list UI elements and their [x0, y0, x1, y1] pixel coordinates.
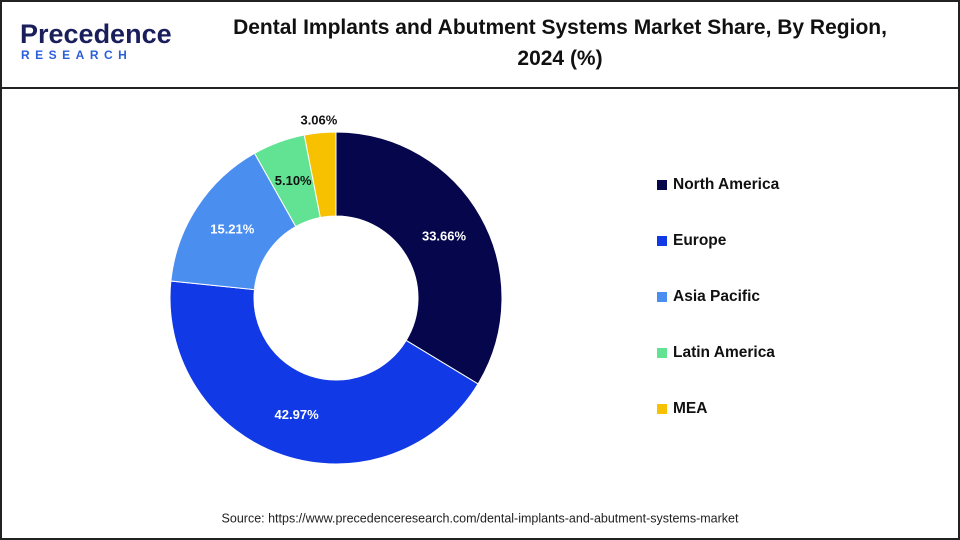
- legend-swatch: [657, 292, 667, 302]
- value-label: 33.66%: [422, 229, 467, 244]
- donut-slice: [169, 280, 479, 465]
- legend-swatch: [657, 404, 667, 414]
- legend-label: North America: [673, 176, 780, 193]
- donut-slice: [335, 131, 503, 385]
- value-label: 5.10%: [275, 173, 312, 188]
- legend-label: Europe: [673, 232, 727, 249]
- legend-label: Asia Pacific: [673, 288, 760, 305]
- legend-label: Latin America: [673, 344, 775, 361]
- logo-tagline: RESEARCH: [21, 48, 132, 62]
- value-label: 3.06%: [300, 112, 337, 127]
- chart-title: Dental Implants and Abutment Systems Mar…: [233, 16, 887, 70]
- legend-swatch: [657, 236, 667, 246]
- legend-swatch: [657, 348, 667, 358]
- source: Source: https://www.precedenceresearch.c…: [222, 511, 739, 525]
- donut-slice: [303, 131, 337, 219]
- legend-label: MEA: [673, 400, 707, 417]
- value-label: 15.21%: [210, 221, 255, 236]
- value-label: 42.97%: [275, 407, 320, 422]
- legend-swatch: [657, 180, 667, 190]
- logo-name: Precedence: [20, 19, 172, 49]
